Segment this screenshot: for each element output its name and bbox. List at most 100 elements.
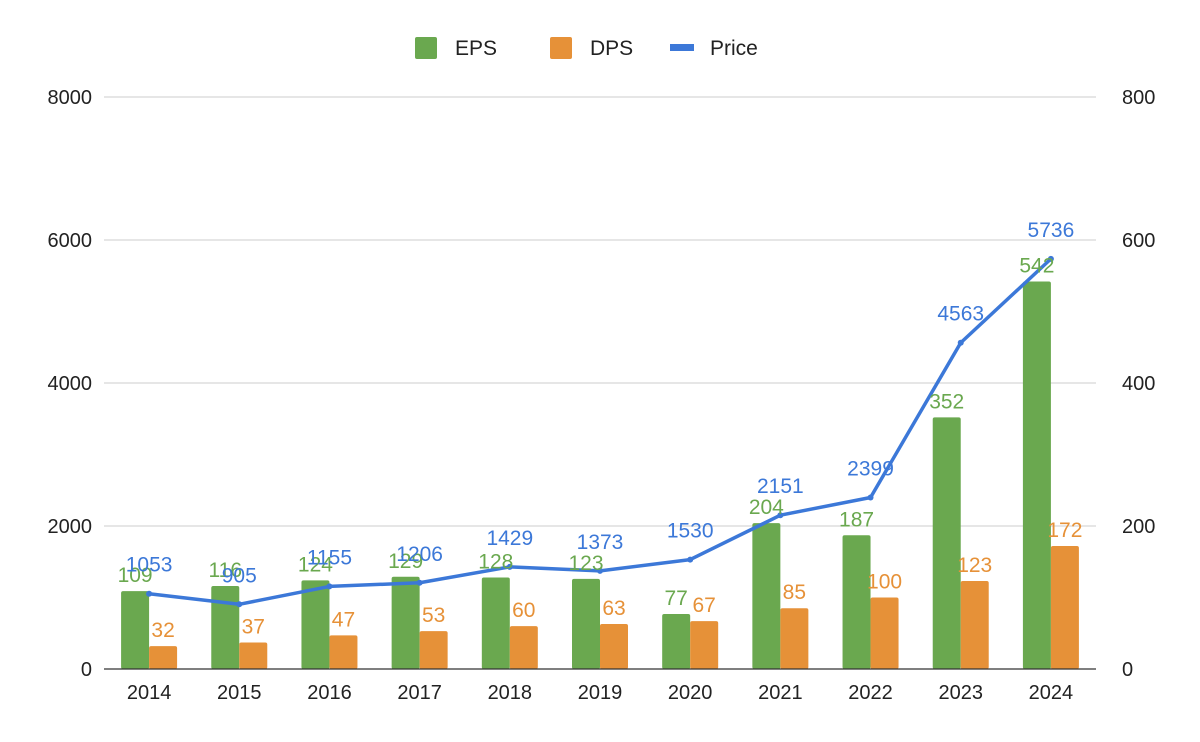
legend-swatch — [670, 44, 694, 51]
legend-label: DPS — [590, 37, 633, 60]
legend-swatch — [415, 37, 437, 59]
x-tick-label: 2023 — [938, 682, 983, 704]
eps-bar[interactable] — [662, 613, 691, 669]
eps-data-label: 123 — [568, 552, 603, 575]
eps-data-label: 77 — [665, 587, 688, 610]
price-data-label: 2399 — [847, 457, 894, 480]
eps-data-label: 129 — [388, 550, 423, 573]
eps-data-label: 204 — [749, 496, 784, 519]
price-point[interactable] — [416, 579, 423, 586]
eps-bar[interactable] — [1022, 281, 1051, 669]
gridlines — [104, 96, 1096, 527]
dps-bar[interactable] — [239, 642, 268, 669]
x-tick-label: 2021 — [758, 682, 803, 704]
price-point[interactable] — [326, 583, 333, 590]
eps-bar[interactable] — [211, 586, 240, 669]
dps-bar[interactable] — [960, 581, 989, 669]
price-point[interactable] — [597, 567, 603, 574]
dps-data-label: 53 — [422, 604, 445, 627]
dps-data-label: 123 — [957, 554, 992, 577]
eps-data-label: 128 — [478, 550, 513, 573]
price-data-label: 1155 — [307, 546, 352, 569]
eps-bar[interactable] — [932, 417, 961, 669]
legend[interactable]: EPS DPS Price — [415, 37, 758, 60]
price-data-label: 1373 — [577, 531, 624, 554]
eps-data-label: 187 — [839, 508, 874, 531]
dps-data-label: 63 — [602, 597, 625, 620]
price-point[interactable] — [146, 590, 153, 597]
dps-data-label: 85 — [783, 581, 806, 604]
legend-item-price[interactable]: Price — [670, 37, 758, 60]
x-tick-label: 2016 — [307, 682, 352, 704]
dps-bar[interactable] — [690, 621, 719, 669]
legend-label: Price — [710, 37, 758, 60]
price-point[interactable] — [687, 556, 694, 563]
x-tick-label: 2017 — [397, 682, 442, 704]
x-tick-label: 2022 — [848, 682, 893, 704]
dps-data-label: 32 — [151, 619, 174, 642]
dps-bar[interactable] — [149, 646, 178, 669]
eps-bar[interactable] — [752, 523, 781, 669]
dps-bar[interactable] — [600, 623, 628, 669]
dps-data-label: 47 — [332, 608, 355, 631]
dps-data-label: 172 — [1047, 519, 1082, 542]
price-point[interactable] — [957, 339, 964, 346]
price-data-label: 1530 — [667, 520, 714, 543]
dps-bar[interactable] — [870, 597, 899, 670]
x-tick-label: 2015 — [217, 682, 262, 704]
y-left-tick-label: 8000 — [48, 87, 93, 109]
dps-bar[interactable] — [329, 635, 358, 669]
eps-bar[interactable] — [301, 580, 330, 669]
y-right-tick-label: 0 — [1122, 659, 1133, 681]
eps-bar[interactable] — [572, 578, 600, 669]
dps-bar[interactable] — [419, 631, 448, 669]
eps-bar[interactable] — [391, 576, 420, 669]
legend-label: EPS — [455, 37, 497, 60]
price-line-layer — [146, 255, 1054, 608]
y-left-tick-label: 4000 — [48, 373, 93, 395]
price-data-label: 905 — [222, 564, 257, 587]
eps-data-label: 124 — [298, 553, 333, 576]
dps-data-label: 100 — [867, 571, 902, 594]
eps-data-label: 542 — [1019, 254, 1054, 277]
eps-bar[interactable] — [121, 591, 150, 669]
eps-bar[interactable] — [481, 577, 510, 669]
x-tick-label: 2020 — [668, 682, 713, 704]
price-data-label: 1053 — [126, 554, 173, 577]
price-data-label: 5736 — [1028, 219, 1075, 242]
legend-item-eps[interactable]: EPS — [415, 37, 497, 60]
price-point[interactable] — [506, 563, 513, 570]
price-point[interactable] — [867, 494, 874, 501]
price-point[interactable] — [1047, 255, 1054, 262]
x-tick-label: 2018 — [488, 682, 533, 704]
y-right-tick-label: 400 — [1122, 373, 1155, 395]
axes: 0 2000 4000 6000 8000 0 200 400 600 800 2014 2015 20… — [48, 87, 1156, 704]
eps-data-label: 116 — [209, 559, 242, 582]
legend-item-dps[interactable]: DPS — [550, 37, 633, 60]
y-left-tick-label: 0 — [81, 659, 92, 681]
dps-data-label: 67 — [693, 594, 716, 617]
price-point[interactable] — [236, 601, 243, 608]
dps-data-label: 60 — [512, 599, 535, 622]
price-point[interactable] — [777, 512, 784, 519]
dps-bar[interactable] — [780, 608, 809, 669]
eps-data-label: 109 — [118, 564, 153, 587]
x-tick-label: 2014 — [127, 682, 172, 704]
eps-bar[interactable] — [842, 535, 871, 669]
y-left-tick-label: 6000 — [48, 230, 93, 252]
price-data-label: 1429 — [486, 527, 533, 550]
price-data-label: 1206 — [396, 543, 443, 566]
y-right-tick-label: 800 — [1122, 87, 1155, 109]
dps-bar[interactable] — [1050, 546, 1079, 669]
x-tick-label: 2024 — [1029, 682, 1074, 704]
dps-bar[interactable] — [509, 626, 538, 669]
legend-swatch — [550, 37, 572, 59]
price-data-label: 2151 — [757, 475, 804, 498]
y-right-tick-label: 200 — [1122, 516, 1155, 538]
bars — [121, 281, 1079, 669]
data-labels: 109 116 124 129 128 123 77 204 187 352 542 32 37 47 53… — [118, 219, 1083, 642]
eps-data-label: 352 — [929, 390, 964, 413]
dps-data-label: 37 — [242, 616, 265, 639]
y-right-tick-label: 600 — [1122, 230, 1155, 252]
